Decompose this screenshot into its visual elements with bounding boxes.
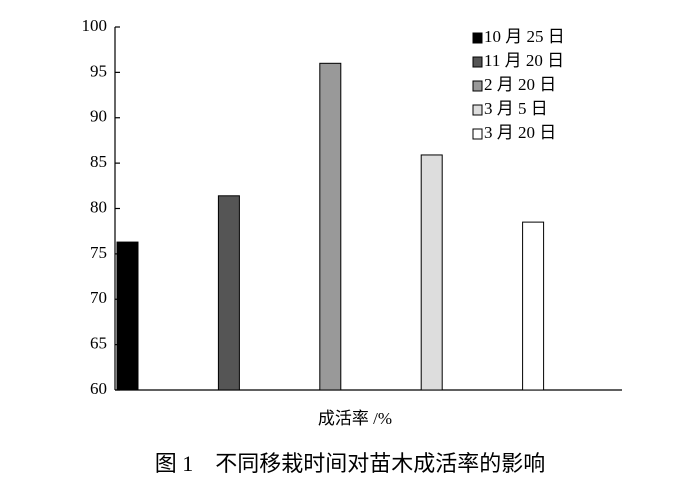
bar	[116, 241, 139, 391]
legend-swatch	[472, 32, 483, 44]
legend-swatch	[472, 104, 483, 116]
legend-swatch	[472, 56, 483, 68]
bar	[522, 221, 545, 391]
chart-title: 图 1 不同移栽时间对苗木成活率的影响	[155, 451, 546, 476]
y-tick-label: 85	[90, 152, 107, 171]
legend-label: 11 月 20 日	[484, 51, 564, 70]
y-tick-label: 90	[90, 107, 107, 126]
y-tick-label: 65	[90, 334, 107, 353]
legend-swatch	[472, 80, 483, 92]
bar	[217, 195, 240, 391]
x-axis-label: 成活率 /%	[318, 409, 392, 428]
y-tick-label: 70	[90, 288, 107, 307]
legend-label: 3 月 5 日	[484, 99, 548, 118]
y-tick-label: 60	[90, 379, 107, 398]
y-tick-label: 95	[90, 61, 107, 80]
y-tick-label: 75	[90, 243, 107, 262]
y-tick-label: 100	[82, 16, 108, 35]
bar	[319, 62, 342, 391]
y-tick-label: 80	[90, 197, 107, 216]
legend-label: 10 月 25 日	[484, 27, 565, 46]
bar	[420, 154, 443, 391]
legend-label: 2 月 20 日	[484, 75, 556, 94]
legend-swatch	[472, 128, 483, 140]
legend-label: 3 月 20 日	[484, 123, 556, 142]
